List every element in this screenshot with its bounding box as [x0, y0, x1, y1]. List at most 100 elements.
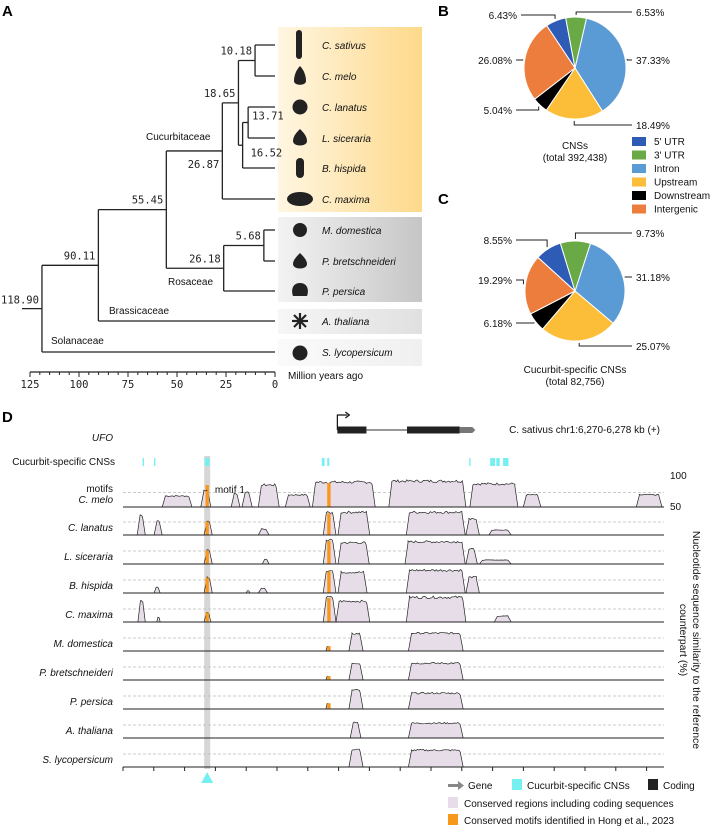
pie-percent-label: 19.29% [478, 276, 512, 287]
node-age-label: 18.65 [204, 88, 236, 100]
y-tick-50: 50 [670, 502, 682, 513]
legend-label: 3' UTR [654, 151, 685, 162]
pie-legend: 5' UTR 3' UTR Intron Upstream Downstream Inte… [632, 137, 710, 216]
pie-leader-line [516, 279, 524, 285]
conserved-motif-fill [205, 490, 209, 507]
panel-d-legend: Gene Cucurbit-specific CNSs Coding Conse… [448, 779, 695, 827]
legend-motifs: Conserved motifs identified in Hong et a… [464, 816, 675, 827]
pie-leader-line [521, 14, 556, 19]
conserved-region [257, 587, 269, 594]
pie-b-title: CNSs [562, 141, 588, 152]
species-label: S. lycopersicum [322, 348, 393, 359]
conserved-region [465, 548, 478, 565]
node-age-label: 90.11 [64, 250, 96, 262]
pie-leader-line [573, 120, 632, 126]
conserved-region [465, 576, 480, 594]
conserved-region [153, 586, 161, 594]
cns-mark [496, 458, 500, 466]
conserved-region [161, 495, 193, 508]
conserved-region [404, 540, 466, 565]
conserved-region [284, 493, 311, 508]
conserved-region [407, 631, 464, 652]
axis-tick-label: 75 [122, 379, 135, 391]
conserved-region [257, 483, 280, 508]
legend-label: Downstream [654, 191, 710, 202]
peach-icon [292, 283, 308, 296]
utr-arrow [459, 427, 476, 433]
node-age-label: 26.87 [188, 159, 220, 171]
conserved-region [407, 748, 464, 768]
conserved-region [407, 662, 464, 681]
legend-label: Intron [654, 164, 680, 175]
pie-slice-upstream [545, 67, 604, 120]
motif-label: motif 1 [215, 485, 245, 496]
pie-percent-label: 6.53% [636, 8, 664, 19]
species-label: L. siceraria [322, 134, 371, 145]
legend-swatch [632, 204, 646, 214]
pie-percent-label: 26.08% [478, 56, 512, 67]
cns-mark [490, 458, 495, 466]
conserved-region [405, 595, 467, 623]
pie-percent-label: 18.49% [636, 121, 670, 132]
species-label: C. maxima [322, 195, 370, 206]
cns-mark [321, 458, 325, 466]
species-label: P. persica [322, 287, 366, 298]
family-label-cucurbitaceae: Cucurbitaceae [146, 132, 211, 143]
node-age-label: 16.52 [251, 147, 283, 159]
conserved-motif-fill [327, 571, 331, 593]
legend-label: Upstream [654, 178, 697, 189]
pie-b-subtitle: (total 392,438) [543, 153, 608, 164]
conserved-region [348, 663, 364, 681]
axis-tick-label: 100 [70, 379, 89, 391]
conserved-region [407, 721, 464, 739]
track-species-label: A. thaliana [65, 726, 114, 737]
node-age-label: 55.45 [132, 195, 164, 207]
pie-slice-3-utr [559, 240, 592, 293]
conserved-region [348, 748, 364, 768]
conserved-region [469, 482, 519, 508]
conserved-motif-fill [327, 703, 331, 709]
family-label-brassicaceae: Brassicaceae [109, 306, 169, 317]
pie-leader-line [516, 239, 548, 248]
conserved-motif-fill [205, 612, 209, 622]
pie-leader-line [574, 232, 632, 240]
pie-leader-line [578, 342, 632, 347]
pie-percent-label: 25.07% [636, 342, 670, 353]
panel-label-a: A [2, 3, 13, 20]
pie-slice-intergenic [524, 256, 576, 315]
track-species-label: P. persica [70, 697, 114, 708]
panel-label-b: B [438, 3, 449, 20]
tomato-icon [292, 345, 308, 361]
pie-leader-line [516, 106, 540, 111]
conserved-region [493, 615, 512, 623]
cucumber-icon [296, 30, 302, 59]
conserved-region [635, 493, 663, 508]
pie-percent-label: 6.18% [484, 319, 512, 330]
conserved-region [465, 517, 480, 536]
bottle-gourd-icon [293, 129, 307, 146]
track-species-label: C. melo [79, 495, 114, 506]
genomic-coordinates: C. sativus chr1:6,270-6,278 kb (+) [509, 425, 660, 436]
pie-c-title: Cucurbit-specific CNSs [524, 365, 627, 376]
pie-leader-line [575, 11, 632, 16]
pie-c-subtitle: (total 82,756) [546, 377, 605, 388]
pie-percent-label: 8.55% [484, 236, 512, 247]
cns-mark [204, 458, 210, 466]
y-axis-label: Nucleotide sequence similarity to the re… [677, 530, 702, 750]
conserved-region [261, 558, 270, 565]
pie-slice-intron [574, 242, 626, 325]
cns-mark [327, 458, 330, 466]
family-label-rosaceae: Rosaceae [168, 277, 213, 288]
conserved-motif-fill [205, 577, 209, 593]
conserved-motif-fill [327, 482, 331, 507]
motifs-track-label: motifs [86, 484, 113, 495]
track-species-label: S. lycopersicum [42, 755, 113, 766]
pear-icon [293, 253, 307, 269]
pie-slice-3-utr [565, 16, 588, 69]
legend-cns: Cucurbit-specific CNSs [527, 781, 630, 792]
y-tick-100: 100 [670, 471, 687, 482]
motif-mark [205, 485, 209, 493]
panel-label-c: C [438, 191, 449, 208]
